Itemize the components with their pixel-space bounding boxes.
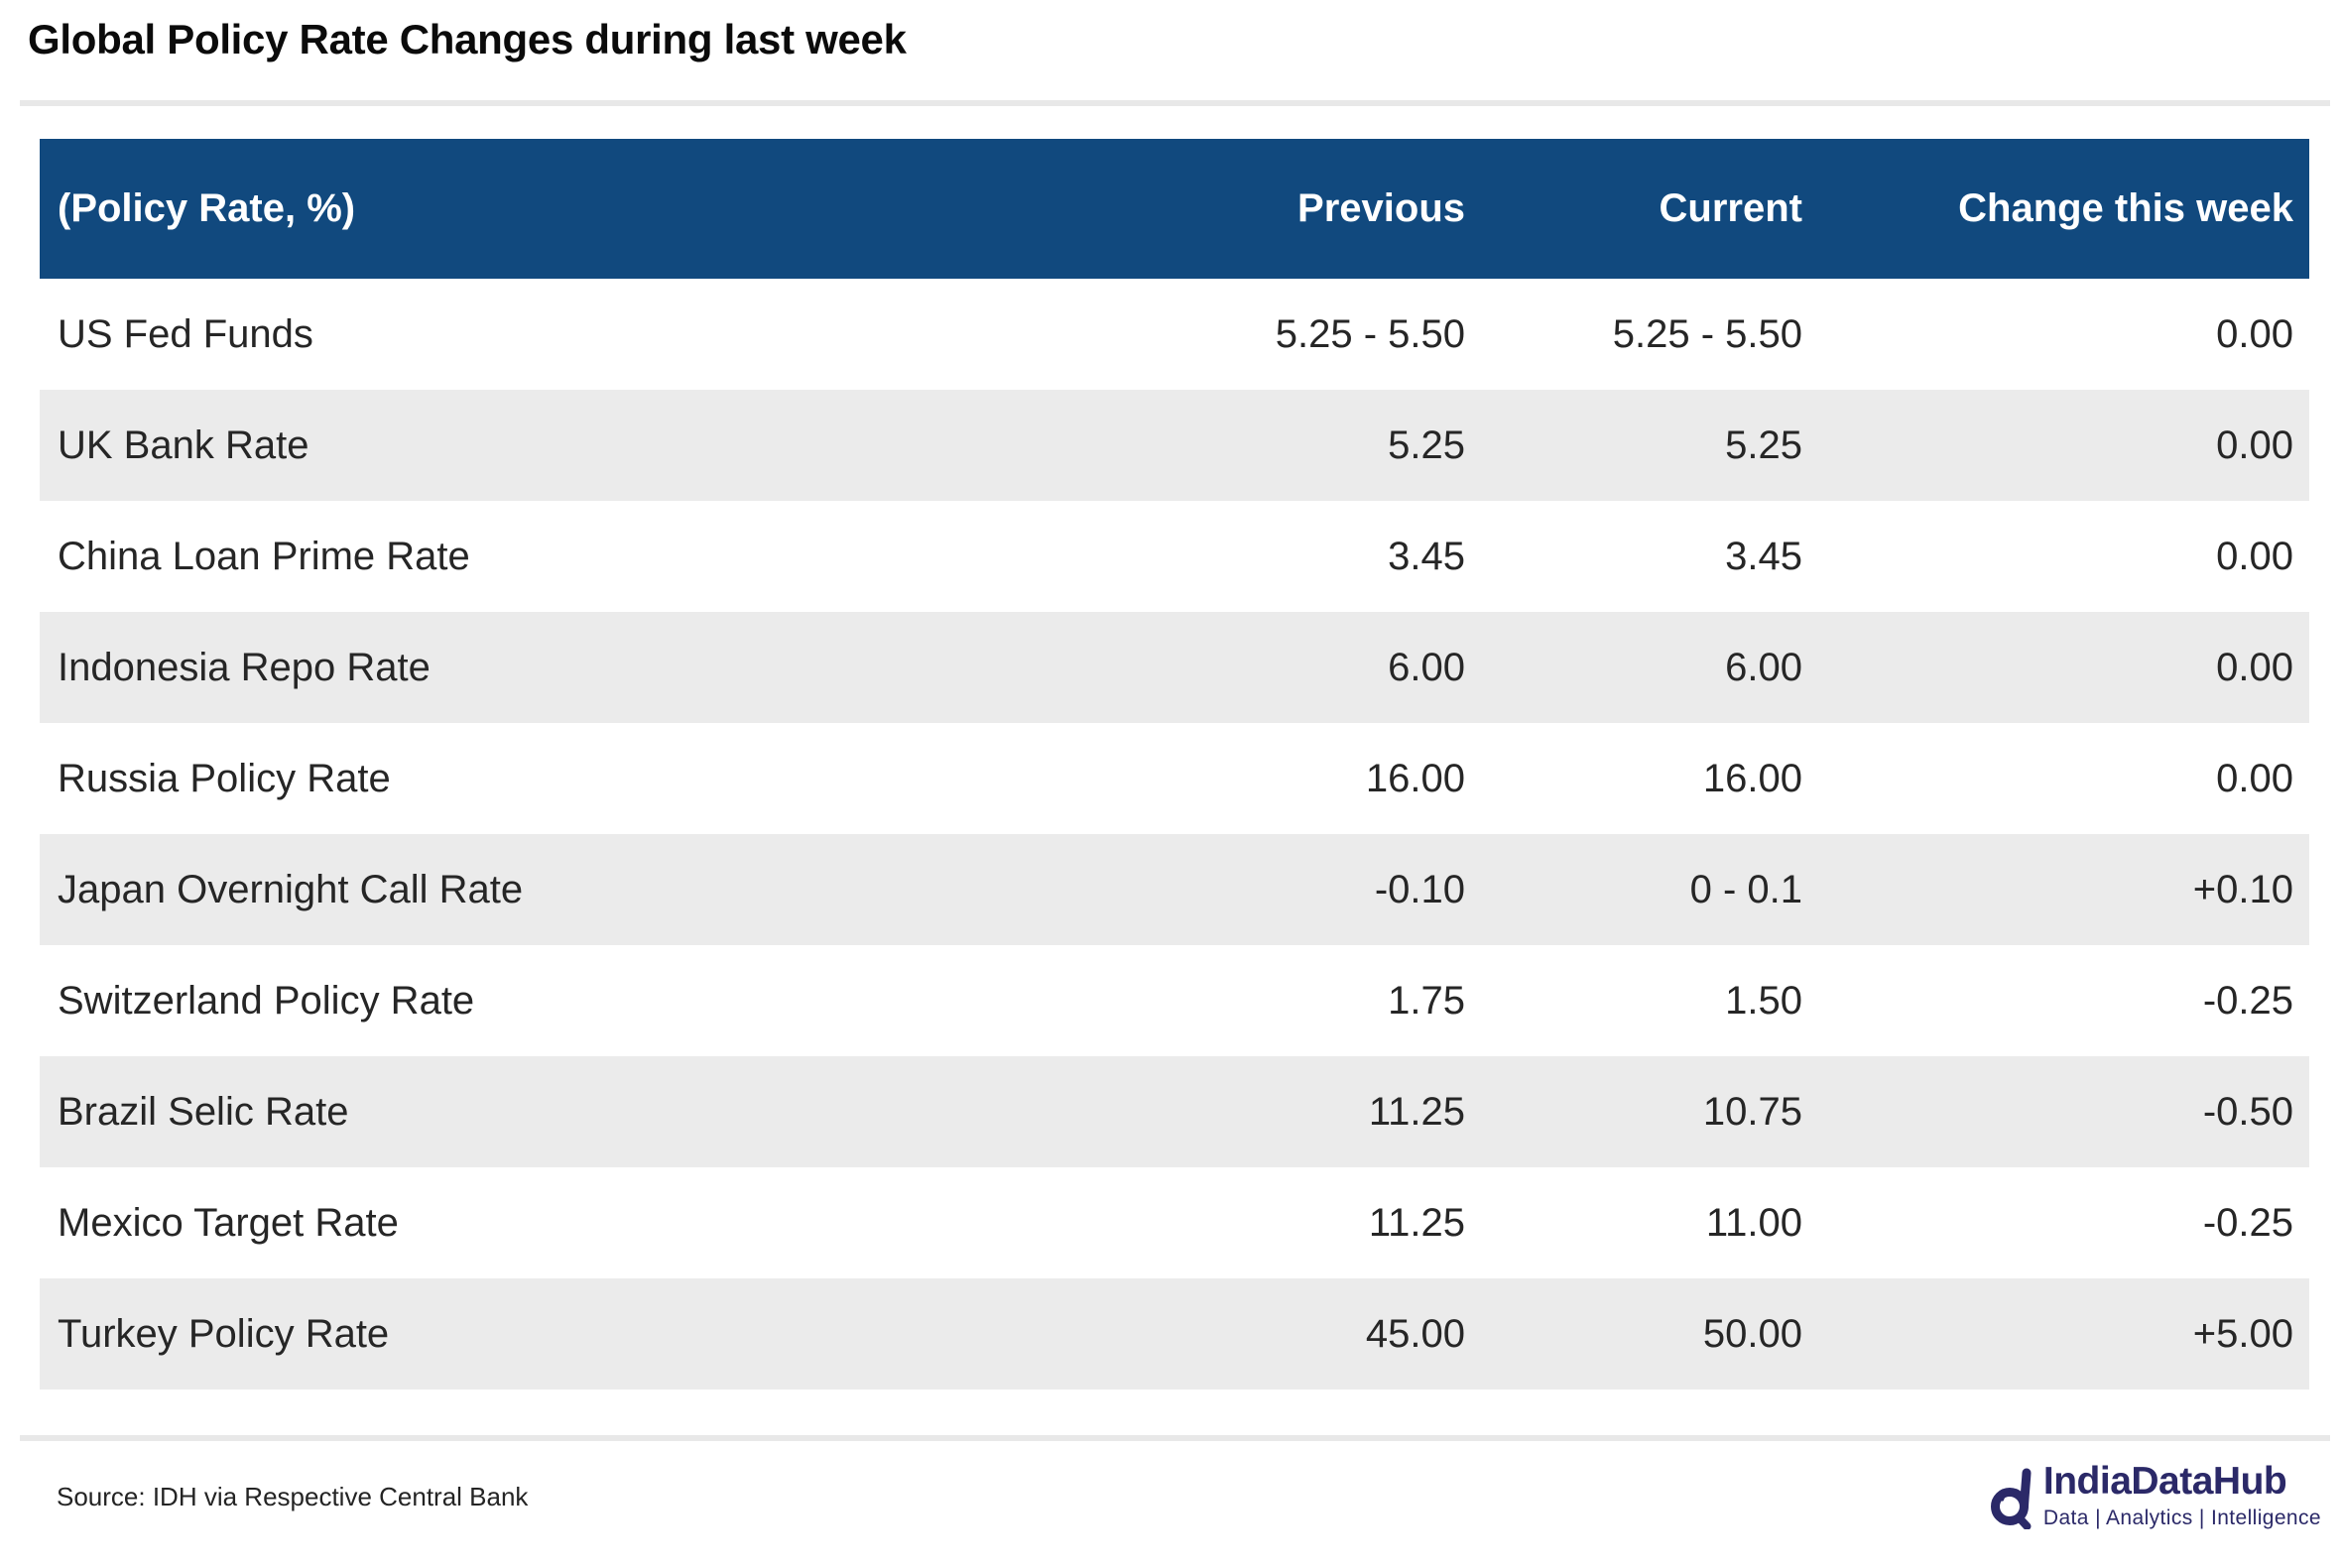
- table-row: Switzerland Policy Rate 1.75 1.50 -0.25: [40, 945, 2309, 1056]
- change-value-cell: +0.10: [2192, 867, 2293, 911]
- logo-text-block: IndiaDataHub Data | Analytics | Intellig…: [2043, 1460, 2321, 1530]
- logo-tagline: Data | Analytics | Intelligence: [2042, 1506, 2321, 1529]
- rate-label-cell: Russia Policy Rate: [58, 756, 391, 800]
- table-row: Brazil Selic Rate 11.25 10.75 -0.50: [40, 1056, 2309, 1167]
- indiadatahub-logo: IndiaDataHub Data | Analytics | Intellig…: [1990, 1460, 2321, 1530]
- previous-value-cell: 3.45: [1388, 534, 1465, 578]
- current-value-cell: 5.25 - 5.50: [1612, 311, 1802, 356]
- table-row: Japan Overnight Call Rate -0.10 0 - 0.1 +0.…: [40, 834, 2309, 945]
- change-value-cell: -0.25: [2202, 978, 2293, 1023]
- change-value-cell: 0.00: [2216, 756, 2293, 800]
- table-row: UK Bank Rate 5.25 5.25 0.00: [40, 390, 2309, 501]
- previous-value-cell: 5.25 - 5.50: [1275, 311, 1465, 356]
- previous-value-cell: 1.75: [1388, 978, 1465, 1023]
- current-value-cell: 50.00: [1702, 1311, 1802, 1356]
- rate-label-cell: Mexico Target Rate: [58, 1200, 399, 1245]
- previous-value-cell: 5.25: [1388, 422, 1465, 467]
- rate-label-cell: Switzerland Policy Rate: [58, 978, 475, 1023]
- table-row: US Fed Funds 5.25 - 5.50 5.25 - 5.50 0.00: [40, 279, 2309, 390]
- policy-rate-table: (Policy Rate, %) Previous Current Change…: [40, 139, 2309, 1389]
- rate-label-cell: Brazil Selic Rate: [58, 1089, 349, 1134]
- change-value-cell: -0.25: [2202, 1200, 2293, 1245]
- change-value-cell: -0.50: [2202, 1089, 2293, 1134]
- change-value-cell: 0.00: [2216, 645, 2293, 689]
- previous-value-cell: 16.00: [1365, 756, 1465, 800]
- rate-label-cell: Indonesia Repo Rate: [58, 645, 431, 689]
- column-header-current: Current: [1465, 139, 1802, 279]
- rate-label-cell: China Loan Prime Rate: [58, 534, 470, 578]
- column-header-previous: Previous: [1032, 139, 1465, 279]
- current-value-cell: 11.00: [1705, 1200, 1802, 1245]
- column-header-change-this-week: Change this week: [1802, 139, 2309, 279]
- change-value-cell: 0.00: [2216, 422, 2293, 467]
- table-body: US Fed Funds 5.25 - 5.50 5.25 - 5.50 0.00 UK…: [40, 279, 2309, 1389]
- page-title: Global Policy Rate Changes during last w…: [28, 16, 907, 62]
- footer-divider: [20, 1435, 2330, 1441]
- rate-label-cell: UK Bank Rate: [58, 422, 309, 467]
- table-header: (Policy Rate, %) Previous Current Change…: [40, 139, 2309, 279]
- table-row: Mexico Target Rate 11.25 11.00 -0.25: [40, 1167, 2309, 1278]
- previous-value-cell: 11.25: [1368, 1089, 1465, 1134]
- current-value-cell: 5.25: [1725, 422, 1802, 467]
- table-row: Indonesia Repo Rate 6.00 6.00 0.00: [40, 612, 2309, 723]
- rate-label-cell: Turkey Policy Rate: [58, 1311, 390, 1356]
- previous-value-cell: -0.10: [1374, 867, 1465, 911]
- table-header-row: (Policy Rate, %) Previous Current Change…: [40, 139, 2309, 279]
- source-note: Source: IDH via Respective Central Bank: [57, 1482, 529, 1511]
- rate-label-cell: US Fed Funds: [58, 311, 313, 356]
- current-value-cell: 1.50: [1725, 978, 1802, 1023]
- current-value-cell: 0 - 0.1: [1689, 867, 1802, 911]
- current-value-cell: 16.00: [1702, 756, 1802, 800]
- table-row: Turkey Policy Rate 45.00 50.00 +5.00: [40, 1278, 2309, 1389]
- rate-label-cell: Japan Overnight Call Rate: [58, 867, 524, 911]
- indiadatahub-logo-icon: [1990, 1468, 2032, 1529]
- change-value-cell: +5.00: [2192, 1311, 2293, 1356]
- change-value-cell: 0.00: [2216, 311, 2293, 356]
- previous-value-cell: 45.00: [1365, 1311, 1465, 1356]
- current-value-cell: 10.75: [1702, 1089, 1802, 1134]
- table-row: Russia Policy Rate 16.00 16.00 0.00: [40, 723, 2309, 834]
- column-header-policy-rate: (Policy Rate, %): [40, 139, 1032, 279]
- change-value-cell: 0.00: [2216, 534, 2293, 578]
- current-value-cell: 6.00: [1725, 645, 1802, 689]
- logo-wordmark: IndiaDataHub: [2042, 1460, 2287, 1503]
- table-row: China Loan Prime Rate 3.45 3.45 0.00: [40, 501, 2309, 612]
- previous-value-cell: 11.25: [1368, 1200, 1465, 1245]
- current-value-cell: 3.45: [1725, 534, 1802, 578]
- previous-value-cell: 6.00: [1388, 645, 1465, 689]
- title-divider: [20, 100, 2330, 106]
